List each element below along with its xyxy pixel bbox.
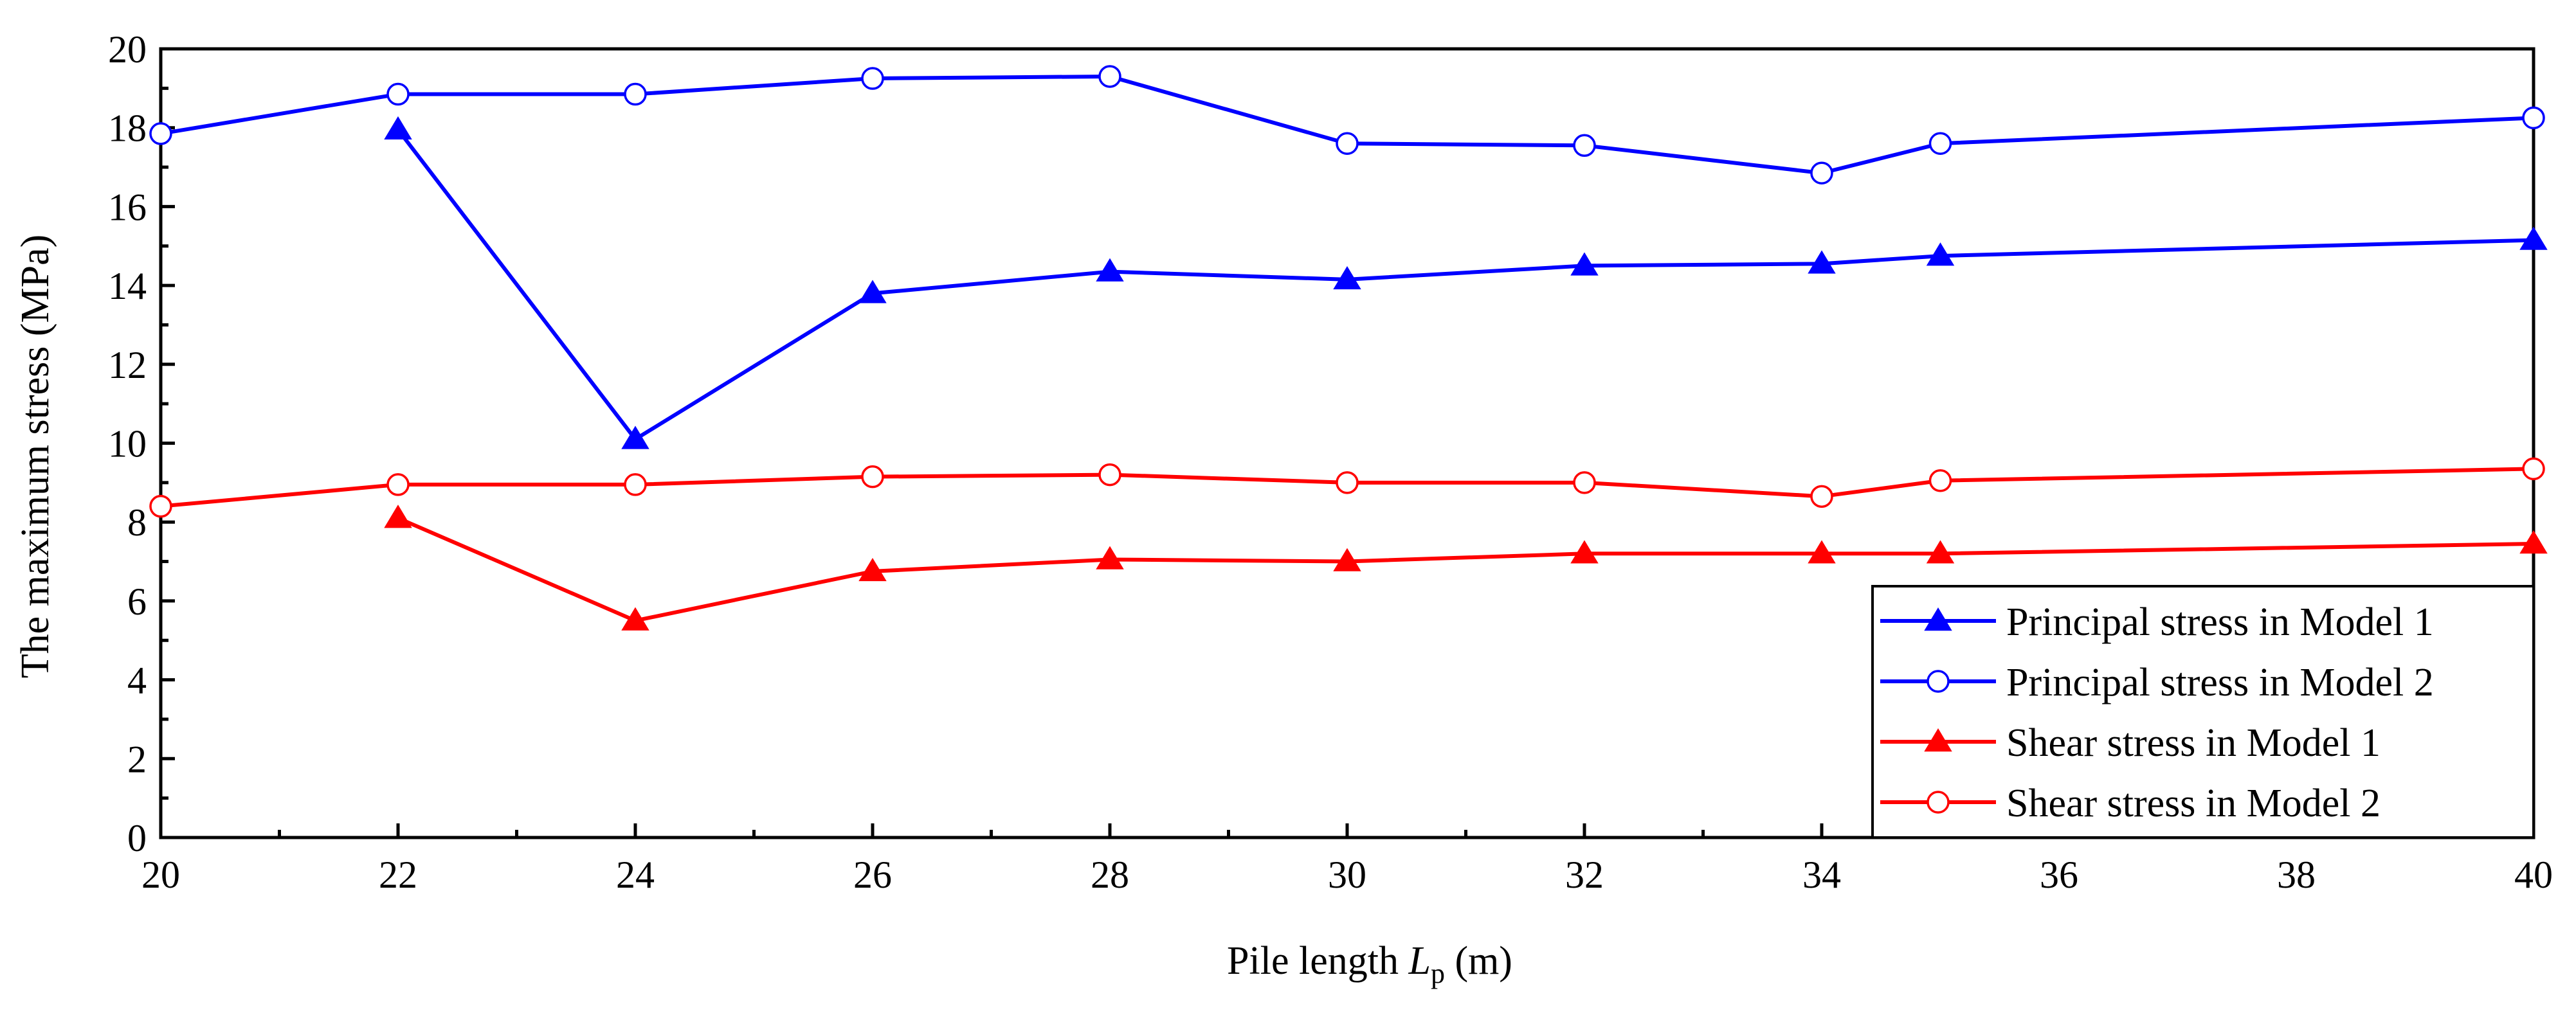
data-point [1098, 463, 1121, 487]
x-tick-label: 34 [1802, 854, 1841, 896]
data-point [1336, 471, 1359, 494]
series-2 [149, 65, 2545, 185]
data-point [1808, 540, 1836, 564]
data-point [1333, 265, 1361, 290]
legend-label: Shear stress in Model 2 [2006, 782, 2381, 825]
data-point [149, 494, 172, 518]
data-point [1926, 540, 1955, 564]
y-tick-label: 8 [127, 501, 147, 544]
x-tick-label: 30 [1328, 854, 1366, 896]
data-point [386, 473, 410, 496]
data-point [1810, 485, 1833, 508]
data-point [1570, 252, 1599, 276]
data-point [858, 557, 887, 582]
data-point [1926, 242, 1955, 266]
legend-label: Shear stress in Model 1 [2006, 721, 2381, 765]
data-point [624, 473, 647, 496]
legend-entry: Principal stress in Model 2 [1880, 661, 2434, 704]
data-point [1573, 134, 1596, 157]
legend-entry: Shear stress in Model 1 [1880, 721, 2381, 765]
data-point [621, 426, 649, 449]
data-point [386, 82, 410, 106]
series-line [396, 128, 2534, 442]
series-layer [149, 65, 2548, 631]
data-point [1333, 548, 1361, 571]
series-4 [149, 457, 2545, 518]
legend-label: Principal stress in Model 1 [2006, 600, 2434, 644]
legend-entry: Shear stress in Model 2 [1880, 782, 2381, 825]
legend-label: Principal stress in Model 2 [2006, 661, 2434, 704]
x-tick-label: 32 [1565, 854, 1604, 896]
x-tick-label: 24 [616, 854, 655, 896]
data-point [1928, 469, 1952, 492]
legend-marker [1924, 607, 1952, 631]
data-point [2519, 226, 2548, 250]
y-tick-label: 16 [108, 186, 147, 228]
data-point [1336, 132, 1359, 155]
x-tick-label: 38 [2277, 854, 2316, 896]
series-line [160, 467, 2534, 508]
y-axis-label: The maximum stress (MPa) [14, 235, 57, 679]
data-point [384, 116, 412, 140]
x-tick-label: 22 [379, 854, 417, 896]
y-tick-label: 0 [127, 817, 147, 859]
data-point [1570, 540, 1599, 564]
data-point [149, 122, 172, 145]
x-tick-label: 36 [2040, 854, 2078, 896]
y-tick-label: 20 [108, 28, 147, 71]
data-point [621, 607, 649, 631]
data-point [1573, 471, 1596, 494]
axis-labels: Pile length Lp (m) The maximum stress (M… [14, 235, 1512, 989]
data-point [1096, 258, 1124, 282]
x-axis-label: Pile length Lp (m) [1227, 939, 1512, 989]
data-point [2522, 457, 2545, 481]
legend-marker [1927, 791, 1950, 814]
y-tick-label: 14 [108, 265, 147, 307]
x-tick-label: 40 [2514, 854, 2553, 896]
data-point [624, 82, 647, 106]
data-point [1808, 250, 1836, 274]
x-tick-label: 20 [141, 854, 180, 896]
legend-entry: Principal stress in Model 1 [1880, 600, 2434, 644]
y-tick-label: 2 [127, 738, 147, 780]
data-point [861, 67, 884, 90]
x-tick-label: 28 [1091, 854, 1129, 896]
y-tick-label: 6 [127, 580, 147, 623]
legend-box [1871, 585, 2535, 839]
data-point [2519, 530, 2548, 554]
legend: Principal stress in Model 1 Principal str… [1871, 585, 2535, 839]
y-tick-label: 18 [108, 107, 147, 150]
legend-marker [1927, 670, 1950, 693]
data-point [1098, 65, 1121, 88]
y-tick-label: 10 [108, 423, 147, 465]
data-point [1810, 161, 1833, 185]
y-tick-label: 4 [127, 659, 147, 702]
data-point [1928, 132, 1952, 155]
y-tick-label: 12 [108, 344, 147, 386]
x-tick-label: 26 [853, 854, 892, 896]
series-3 [384, 505, 2548, 631]
series-1 [384, 116, 2548, 449]
data-point [861, 465, 884, 489]
data-point [858, 280, 887, 303]
series-line [160, 74, 2534, 175]
data-point [1096, 546, 1124, 569]
data-point [384, 505, 412, 528]
data-point [2522, 106, 2545, 130]
legend-marker [1924, 728, 1952, 752]
